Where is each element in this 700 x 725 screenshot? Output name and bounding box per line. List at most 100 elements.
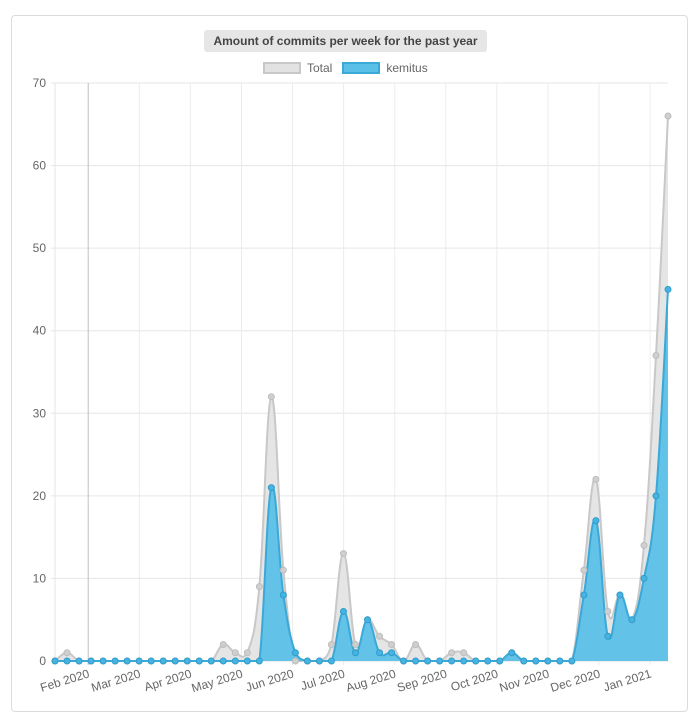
y-tick-label: 20 (33, 489, 47, 503)
data-point-user (508, 649, 516, 657)
data-point-user (412, 657, 420, 665)
data-point-user (652, 492, 660, 500)
data-point-user (364, 616, 372, 624)
series-area-user (55, 289, 668, 661)
data-point-user (219, 657, 227, 665)
legend-item-user[interactable]: kemitus (342, 61, 428, 75)
y-tick-label: 30 (33, 406, 47, 420)
data-point-total (339, 550, 347, 558)
data-point-total (388, 640, 396, 648)
y-tick-label: 70 (33, 76, 47, 90)
data-point-user (592, 517, 600, 525)
y-tick-label: 60 (33, 159, 47, 173)
legend-swatch-user (342, 62, 381, 74)
data-point-total (63, 649, 71, 657)
data-point-user (135, 657, 143, 665)
data-point-user (664, 285, 672, 293)
series-line-user (55, 289, 669, 662)
data-point-total (351, 640, 359, 648)
legend-label-total: Total (307, 61, 333, 75)
y-tick-label: 10 (33, 571, 47, 585)
data-point-user (532, 657, 540, 665)
data-point-user (303, 657, 311, 665)
x-tick-label: Oct 2020 (449, 666, 500, 694)
data-point-user (339, 607, 347, 615)
data-point-user (556, 657, 564, 665)
data-point-user (171, 657, 179, 665)
data-point-total (580, 566, 588, 574)
data-point-user (568, 657, 576, 665)
data-point-user (111, 657, 119, 665)
data-point-total (279, 566, 287, 574)
legend-item-total[interactable]: Total (263, 61, 332, 75)
data-point-user (51, 657, 59, 665)
data-point-user (207, 657, 215, 665)
data-point-total (243, 649, 251, 657)
data-point-user (267, 484, 275, 492)
y-tick-label: 40 (33, 324, 47, 338)
chart-legend: Total kemitus (263, 60, 428, 76)
data-point-total (652, 351, 660, 359)
data-point-user (243, 657, 251, 665)
x-tick-label: Nov 2020 (498, 666, 552, 695)
data-point-user (484, 657, 492, 665)
chart-title: Amount of commits per week for the past … (204, 30, 487, 52)
data-point-user (231, 657, 239, 665)
data-point-user (279, 591, 287, 599)
data-point-total (460, 649, 468, 657)
data-point-user (99, 657, 107, 665)
y-tick-label: 0 (39, 654, 46, 668)
x-tick-label: Mar 2020 (90, 666, 143, 694)
series-area-total (55, 116, 668, 662)
data-point-user (87, 657, 95, 665)
data-point-total (604, 607, 612, 615)
legend-swatch-total (263, 62, 301, 74)
data-point-user (183, 657, 191, 665)
data-point-user (436, 657, 444, 665)
data-point-user (195, 657, 203, 665)
legend-label-user: kemitus (386, 61, 428, 75)
x-tick-label: Feb 2020 (38, 666, 91, 694)
y-tick-label: 50 (33, 241, 47, 255)
data-point-total (267, 393, 275, 401)
data-point-total (327, 640, 335, 648)
data-point-user (496, 657, 504, 665)
series-line-total (54, 115, 669, 663)
data-point-user (75, 657, 83, 665)
data-point-user (376, 649, 384, 657)
data-point-user (640, 574, 648, 582)
data-point-user (388, 649, 396, 657)
data-point-user (520, 657, 528, 665)
x-tick-label: Jun 2020 (244, 666, 296, 694)
data-point-user (424, 657, 432, 665)
x-tick-label: Jul 2020 (299, 666, 347, 693)
data-point-total (664, 112, 672, 120)
data-point-user (63, 657, 71, 665)
data-point-user (604, 632, 612, 640)
data-point-user (628, 616, 636, 624)
data-point-user (616, 591, 624, 599)
data-point-user (255, 657, 263, 665)
data-point-total (448, 649, 456, 657)
data-point-user (580, 591, 588, 599)
data-point-user (315, 657, 323, 665)
data-point-total (219, 640, 227, 648)
data-point-total (291, 657, 299, 665)
x-tick-label: Dec 2020 (549, 666, 603, 695)
data-point-total (592, 475, 600, 483)
data-point-user (291, 649, 299, 657)
x-tick-label: May 2020 (190, 666, 245, 695)
data-point-user (147, 657, 155, 665)
data-point-total (231, 649, 239, 657)
x-tick-label: Apr 2020 (143, 666, 194, 694)
x-tick-label: Jan 2021 (602, 666, 654, 694)
data-point-user (159, 657, 167, 665)
data-point-user (544, 657, 552, 665)
data-point-user (448, 657, 456, 665)
data-point-user (327, 657, 335, 665)
data-point-user (400, 657, 408, 665)
x-tick-label: Sep 2020 (395, 666, 449, 695)
data-point-user (351, 649, 359, 657)
data-point-user (472, 657, 480, 665)
